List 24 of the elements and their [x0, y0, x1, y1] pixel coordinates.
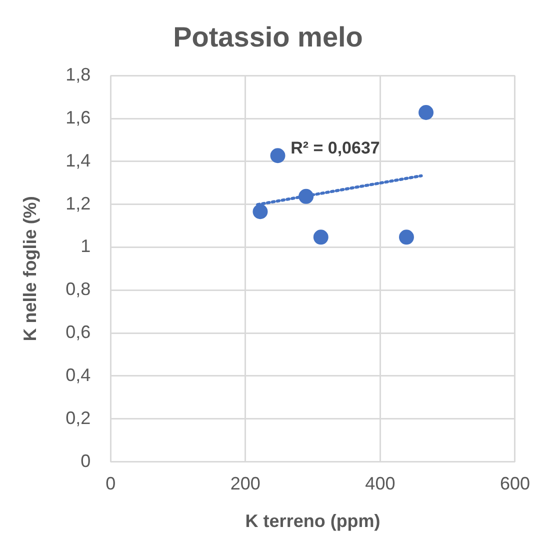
- x-tick-label: 600: [500, 474, 530, 494]
- x-tick-label: 0: [106, 474, 116, 494]
- y-tick-label: 0,8: [66, 279, 91, 300]
- y-tick-label: 0,4: [66, 364, 91, 385]
- point: [398, 230, 414, 245]
- x-axis-title: K terreno (ppm): [245, 511, 380, 532]
- point: [270, 148, 286, 164]
- y-tick-label: 0,2: [66, 408, 91, 428]
- y-tick-label: 1,8: [66, 64, 91, 85]
- y-axis-title: K nelle foglie (%): [20, 196, 40, 342]
- point: [418, 105, 434, 120]
- y-tick-label: 0: [80, 450, 91, 471]
- x-tick-label: 200: [230, 474, 260, 494]
- x-tick-label: 400: [365, 474, 396, 494]
- point: [298, 188, 314, 204]
- y-tick-label: 1: [80, 236, 91, 256]
- y-tick-label: 1,2: [66, 193, 91, 214]
- point: [252, 204, 268, 220]
- chart-title: Potassio melo: [173, 22, 363, 53]
- y-tick-label: 1,4: [66, 150, 91, 170]
- y-tick-label: 0,6: [66, 322, 91, 342]
- point: [313, 230, 328, 245]
- annotation: R² = 0,0637: [290, 138, 380, 158]
- y-tick-label: 1,6: [66, 107, 91, 128]
